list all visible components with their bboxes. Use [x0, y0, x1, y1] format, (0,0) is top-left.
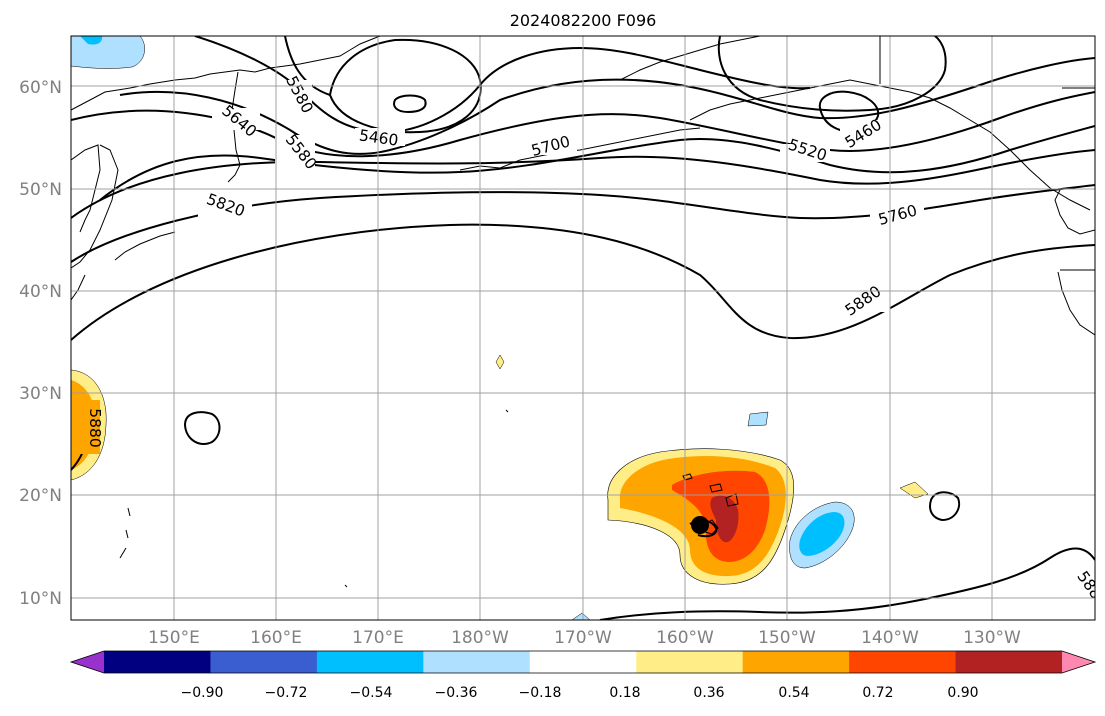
- lat-label: 60°N: [19, 78, 62, 98]
- map-frame-border: [70, 35, 1096, 621]
- colorbar-tick-label: −0.72: [265, 685, 308, 701]
- shading-small-blue: [747, 411, 769, 427]
- shading-northwest-blue-dark: [80, 36, 103, 45]
- shading-hawaii-darkred: [710, 495, 739, 543]
- contour-line: [183, 411, 221, 445]
- colorbar-bin: [71, 651, 104, 673]
- colorbar: [69, 650, 1097, 674]
- shading-small-yellow-2: [495, 354, 505, 370]
- contour-line: [717, 36, 947, 112]
- lat-label: 30°N: [19, 384, 62, 404]
- lon-label: 180°W: [451, 628, 509, 648]
- contour-line: [71, 223, 1095, 341]
- contour-line: [99, 125, 1095, 201]
- contour-line: [929, 491, 961, 522]
- shading-northwest-blue: [71, 36, 145, 69]
- colorbar-tick-label: 0.72: [862, 685, 893, 701]
- colorbar-tick-label: −0.54: [350, 685, 393, 701]
- colorbar-bin: [210, 651, 318, 673]
- lon-label: 150°W: [758, 628, 816, 648]
- contour-line: [284, 36, 331, 96]
- shading-small-blue-south: [571, 612, 591, 620]
- contour-line: [599, 547, 1095, 620]
- colorbar-tick-label: 0.54: [778, 685, 809, 701]
- graticule: [71, 36, 1095, 620]
- lon-label: 160°E: [250, 628, 302, 648]
- contour-line: [393, 94, 427, 114]
- lon-label: 150°E: [148, 628, 200, 648]
- colorbar-bin: [849, 651, 957, 673]
- colorbar-outline: [69, 650, 1097, 674]
- contour-label: 5460: [358, 126, 400, 149]
- lon-label: 140°W: [861, 628, 919, 648]
- colorbar-bin: [529, 651, 637, 673]
- lat-label: 10°N: [19, 589, 62, 609]
- latitude-labels: 60°N 50°N 40°N 30°N 20°N 10°N: [19, 78, 62, 609]
- colorbar-bin: [104, 651, 211, 673]
- colorbar-bin: [742, 651, 850, 673]
- colorbar-bin: [316, 651, 424, 673]
- contour-line: [71, 149, 1095, 219]
- lat-label: 50°N: [19, 180, 62, 200]
- storm-center-marker: [691, 516, 709, 534]
- lat-label: 40°N: [19, 282, 62, 302]
- lon-label: 160°W: [656, 628, 714, 648]
- colorbar-bin: [955, 651, 1063, 673]
- colorbar-bin: [1062, 651, 1095, 673]
- colorbar-bin: [423, 651, 531, 673]
- colorbar-tick-label: 0.18: [609, 685, 640, 701]
- lon-label: 170°E: [352, 628, 404, 648]
- contour-line: [119, 57, 1095, 155]
- colorbar-tick-label: 0.90: [947, 685, 978, 701]
- lon-label: 170°W: [554, 628, 612, 648]
- colorbar-tick-label: −0.18: [519, 685, 562, 701]
- colorbar-tick-labels: −0.90 −0.72 −0.54 −0.36 −0.18 0.18 0.36 …: [181, 685, 979, 701]
- lon-label: 130°W: [963, 628, 1021, 648]
- contour-line: [818, 90, 880, 133]
- map-title: 2024082200 F096: [510, 11, 657, 30]
- longitude-labels: 150°E 160°E 170°E 180°W 170°W 160°W 150°…: [148, 628, 1021, 648]
- contour-label: 5880: [86, 408, 104, 447]
- colorbar-tick-label: 0.36: [693, 685, 724, 701]
- colorbar-bin: [636, 651, 744, 673]
- lat-label: 20°N: [19, 486, 62, 506]
- colorbar-tick-label: −0.90: [181, 685, 224, 701]
- colorbar-tick-label: −0.36: [435, 685, 478, 701]
- shading-east-blue-dark: [799, 512, 845, 556]
